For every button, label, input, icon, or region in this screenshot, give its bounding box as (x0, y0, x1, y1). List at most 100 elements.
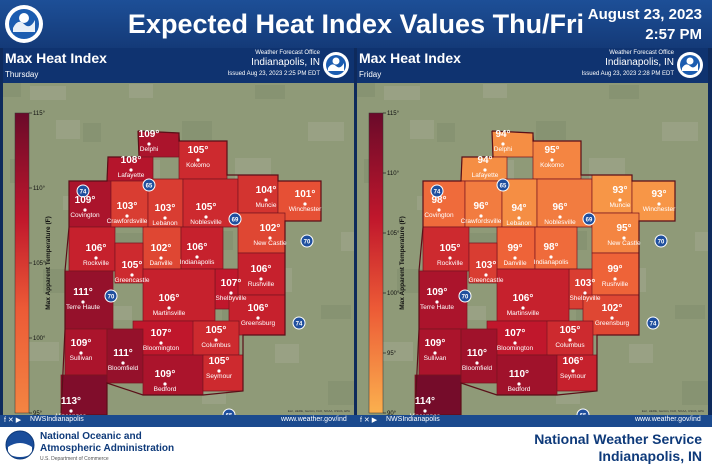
heat-index-value: 111° (113, 348, 133, 359)
cwa-boundary (414, 130, 676, 415)
panel-friday: Max Heat Index Friday Weather Forecast O… (357, 48, 708, 415)
city-name: Indianapolis (180, 259, 215, 266)
city-name: Sullivan (424, 355, 447, 362)
city-dot (195, 255, 199, 259)
heat-index-value: 114° (415, 396, 435, 407)
heat-index-value: 102° (151, 243, 172, 254)
city-name: Terre Haute (66, 304, 100, 311)
city-marker: 109° Covington (70, 195, 100, 219)
city-dot (433, 351, 437, 355)
svg-text:74: 74 (80, 190, 87, 196)
county-vincennes (60, 374, 108, 415)
terrain-patch (3, 83, 21, 97)
city-dot (448, 256, 452, 260)
heat-index-value: 93° (612, 185, 627, 196)
city-marker: 109° Sullivan (424, 338, 447, 362)
city-dot (568, 338, 572, 342)
issued-time: Issued Aug 23, 2023 2:28 PM EDT (581, 71, 674, 77)
terrain-patch (275, 344, 299, 363)
svg-text:65: 65 (500, 184, 507, 190)
city-name: Indianapolis (534, 259, 569, 266)
heat-index-value: 94° (495, 129, 510, 140)
social-icons[interactable]: f ✕ ▶ (360, 417, 378, 424)
nws-mini-logo (677, 52, 703, 78)
terrain-patch (321, 305, 351, 319)
heat-index-value: 106° (563, 356, 584, 367)
city-dot (163, 216, 167, 220)
city-marker: 110° Bedford (508, 369, 531, 393)
city-marker: 94° Lafayette (472, 155, 499, 179)
terrain-patch (182, 121, 212, 140)
city-marker: 109° Terre Haute (420, 287, 454, 311)
heat-index-value: 99° (607, 264, 622, 275)
city-dot (437, 208, 441, 212)
city-name: Muncie (256, 202, 277, 209)
interstate-shield: 74 (430, 184, 444, 198)
heat-index-map: 7465697070746594°Delphi94°Lafayette95°Ko… (357, 83, 708, 415)
website-right[interactable]: www.weather.gov/ind (635, 416, 701, 423)
heat-index-value: 102° (602, 303, 623, 314)
city-name: Greensburg (241, 320, 276, 327)
heat-index-value: 109° (425, 338, 446, 349)
heat-index-value: 106° (248, 303, 269, 314)
city-name: Martinsville (153, 310, 186, 317)
terrain-patch (255, 85, 285, 99)
panel-thursday: Max Heat Index Thursday Weather Forecast… (3, 48, 354, 415)
city-marker: 103° Greencastle (468, 260, 503, 284)
city-marker: 111° Bloomfield (108, 348, 139, 372)
city-dot (214, 338, 218, 342)
heat-index-value: 109° (75, 195, 96, 206)
city-name: Columbus (555, 342, 585, 349)
panel-title-bar: Max Heat Index Friday Weather Forecast O… (357, 48, 708, 83)
heat-index-map: 74 65 69 70 70 74 65 109° Delphi 108° Lafayette 105… (3, 83, 354, 415)
website-left[interactable]: www.weather.gov/ind (281, 416, 347, 423)
city-marker: 104° Muncie (256, 185, 277, 209)
city-marker: 95° New Castle (607, 223, 641, 247)
city-name: Vincennes (410, 413, 441, 415)
city-name: Winchester (289, 206, 322, 213)
noaa-name-line2: Atmospheric Administration (40, 443, 175, 454)
city-name: Delphi (140, 146, 158, 153)
city-dot (229, 291, 233, 295)
city-dot (259, 277, 263, 281)
map-credits: Esri, HERE, Garmin, FAO, NOAA, USGS, EPA (287, 409, 350, 413)
legend-tick-label: 110° (387, 171, 400, 177)
city-dot (167, 306, 171, 310)
interstate-shield: 74 (292, 316, 306, 330)
city-dot (196, 158, 200, 162)
city-name: Muncie (610, 202, 631, 209)
social-icons[interactable]: f ✕ ▶ (4, 417, 22, 424)
social-handle-right[interactable]: NWSIndianapolis (386, 416, 440, 423)
legend-color-bar (14, 112, 30, 414)
heat-index-value: 104° (256, 185, 277, 196)
city-marker: 103° Lebanon (152, 203, 178, 227)
heat-index-value: 113° (61, 396, 81, 407)
terrain-patch (56, 120, 80, 139)
city-name: Rockville (83, 260, 109, 267)
county-terre-haute (418, 270, 468, 330)
city-dot (423, 409, 427, 413)
city-name: New Castle (607, 240, 641, 247)
heat-index-value: 108° (121, 155, 142, 166)
city-name: Rushville (602, 281, 629, 288)
legend-tick-label: 90° (387, 411, 397, 415)
interstate-shield: 70 (458, 289, 472, 303)
city-marker: 93° Muncie (610, 185, 631, 209)
legend-axis-label: Max Apparent Temperature (F) (399, 216, 406, 310)
terrain-patch (437, 123, 455, 142)
svg-text:65: 65 (146, 184, 153, 190)
terrain-patch (30, 86, 66, 100)
heat-index-value: 106° (86, 243, 107, 254)
city-dot (159, 341, 163, 345)
heat-index-value: 105° (440, 243, 461, 254)
heat-index-value: 105° (209, 356, 230, 367)
terrain-patch (384, 86, 420, 100)
nws-mini-logo (323, 52, 349, 78)
heat-index-value: 94° (511, 203, 526, 214)
city-name: Lebanon (152, 220, 178, 227)
city-dot (268, 236, 272, 240)
terrain-patch (377, 342, 413, 361)
interstate-shield: 70 (300, 234, 314, 248)
social-handle-left[interactable]: NWSIndianapolis (30, 416, 84, 423)
